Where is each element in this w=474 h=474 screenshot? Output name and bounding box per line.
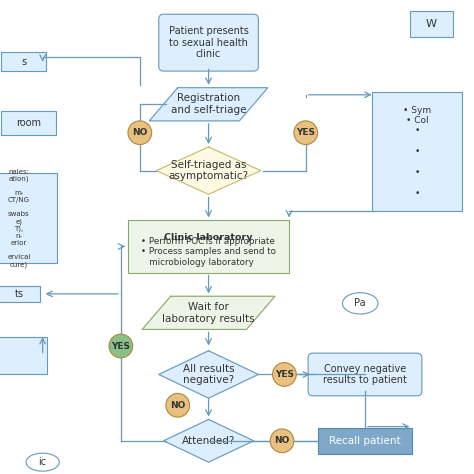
Text: • Sym
• Col
•

•

•

•: • Sym • Col • • • •	[403, 106, 431, 198]
Circle shape	[109, 334, 133, 358]
Bar	[1, 111, 56, 135]
Text: nales:
ation)

m-
CT/NG

swabs
e)
T),
n-
erior

ervical
cure): nales: ation) m- CT/NG swabs e) T), n- e…	[7, 169, 31, 267]
Bar	[318, 428, 412, 454]
Text: W: W	[426, 18, 437, 29]
Bar	[0, 337, 47, 374]
Text: Pa: Pa	[355, 298, 366, 309]
Text: Self-triaged as
asymptomatic?: Self-triaged as asymptomatic?	[168, 160, 249, 182]
Text: YES: YES	[296, 128, 315, 137]
Text: s: s	[21, 56, 26, 67]
Circle shape	[273, 363, 296, 386]
Bar	[1, 52, 46, 71]
Polygon shape	[142, 296, 275, 329]
Text: Attended?: Attended?	[182, 436, 235, 446]
Text: YES: YES	[111, 342, 130, 350]
Circle shape	[128, 121, 152, 145]
Text: NO: NO	[274, 437, 290, 445]
FancyBboxPatch shape	[308, 353, 422, 396]
Text: Patient presents
to sexual health
clinic: Patient presents to sexual health clinic	[169, 26, 248, 59]
Circle shape	[294, 121, 318, 145]
Polygon shape	[149, 88, 268, 121]
Bar	[0, 285, 40, 302]
Bar	[372, 92, 462, 211]
Circle shape	[270, 429, 294, 453]
Bar	[128, 220, 289, 273]
Polygon shape	[164, 419, 254, 462]
Text: room: room	[16, 118, 41, 128]
Polygon shape	[156, 147, 261, 194]
Text: NO: NO	[170, 401, 185, 410]
Text: Wait for
laboratory results: Wait for laboratory results	[162, 302, 255, 324]
Text: ts: ts	[15, 289, 23, 299]
Text: Registration
and self-triage: Registration and self-triage	[171, 93, 246, 115]
Text: All results
negative?: All results negative?	[183, 364, 234, 385]
Text: • Perform POCTs if appropriate
• Process samples and send to
   microbiology lab: • Perform POCTs if appropriate • Process…	[141, 237, 276, 266]
Circle shape	[166, 393, 190, 417]
Text: Convey negative
results to patient: Convey negative results to patient	[323, 364, 407, 385]
Text: YES: YES	[275, 370, 294, 379]
Bar	[0, 173, 57, 263]
Ellipse shape	[26, 453, 59, 471]
Ellipse shape	[342, 293, 378, 314]
FancyBboxPatch shape	[159, 14, 258, 71]
Text: ic: ic	[38, 457, 47, 467]
Bar	[410, 10, 453, 37]
Polygon shape	[159, 351, 258, 398]
Text: Recall patient: Recall patient	[329, 436, 401, 446]
Text: Clinic laboratory: Clinic laboratory	[164, 233, 253, 242]
Text: NO: NO	[132, 128, 147, 137]
